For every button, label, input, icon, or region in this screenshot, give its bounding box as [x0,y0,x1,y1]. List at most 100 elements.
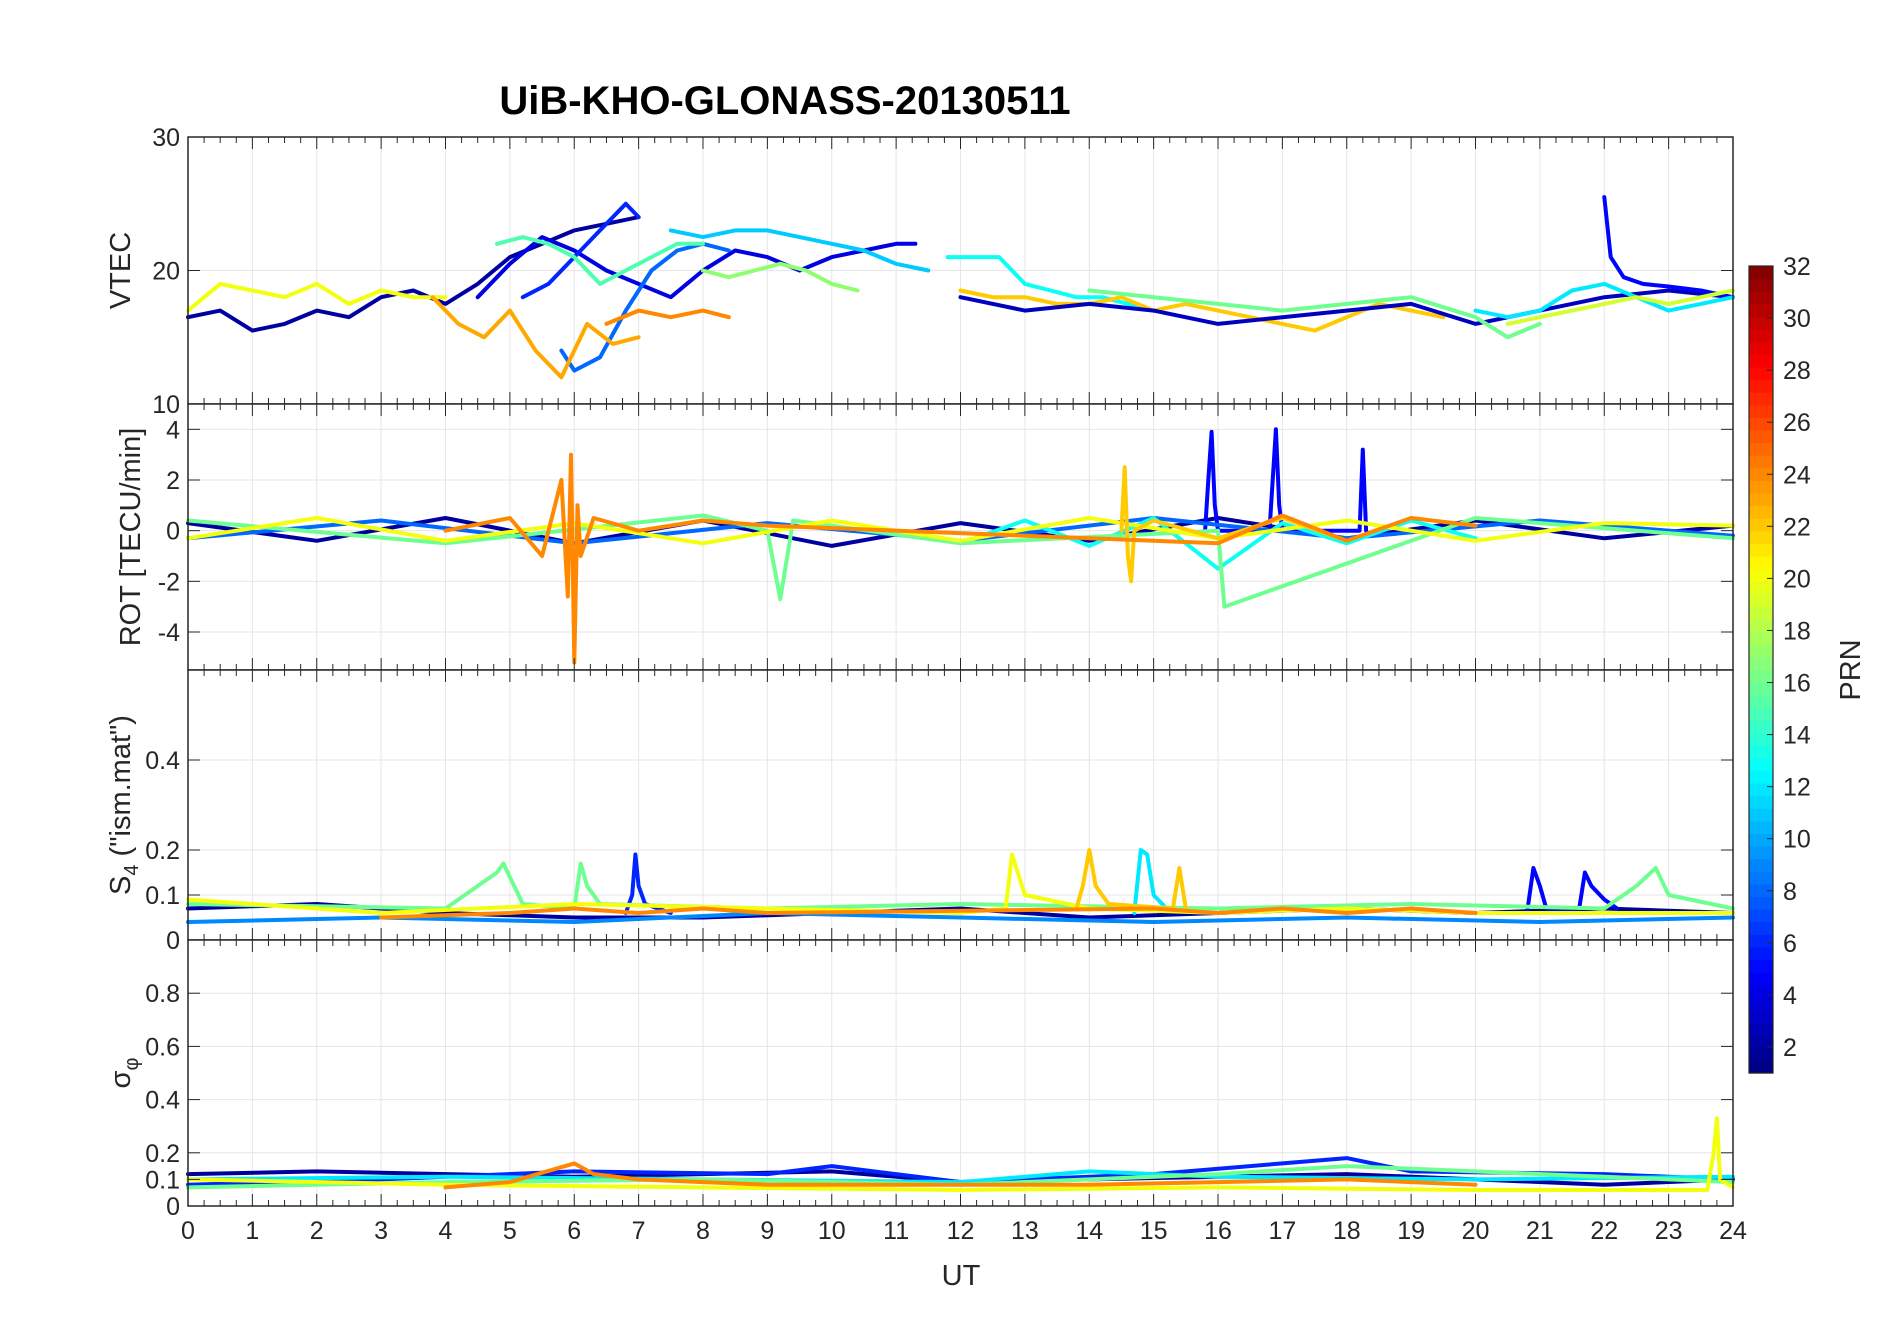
y-tick-label: -4 [158,619,180,647]
colorbar-tick-label: 28 [1783,357,1811,385]
y-ticks: -4 -2 0 2 4 [158,416,1733,647]
series-line-prn-5 [1602,195,1735,300]
colorbar-band [1749,429,1773,444]
colorbar-band [1749,997,1773,1011]
colorbar-band [1749,669,1773,683]
y-ticks: 00.10.2 0.4 0.6 0.8 [145,980,1733,1221]
colorbar-band [1749,1022,1773,1036]
x-tick-label: 14 [1075,1217,1103,1245]
colorbar-tick-label: 26 [1783,409,1811,437]
colorbar-band [1749,530,1773,545]
colorbar-band [1749,556,1773,570]
series-line-prn-24 [443,1161,1478,1190]
colorbar-tick-label: 24 [1783,461,1811,489]
y-tick-label: 0 [166,518,180,546]
colorbar-band [1749,505,1773,519]
colorbar-band [1749,984,1773,998]
colorbar-band [1749,782,1773,797]
series-line-prn-22 [1074,848,1188,911]
colorbar-tick-label: 32 [1783,253,1811,281]
x-tick-label: 8 [696,1217,710,1245]
colorbar-band [1749,846,1773,860]
colorbar-tick-label: 18 [1783,617,1811,645]
x-tick-label: 9 [760,1217,774,1245]
x-tick-label: 7 [632,1217,646,1245]
colorbar-band [1749,404,1773,418]
x-tick-label: 23 [1655,1217,1683,1245]
y-tick-label: 0.6 [145,1033,180,1061]
series-line-prn-11 [668,228,931,273]
series-line-prn-17 [701,261,860,293]
colorbar-band [1749,909,1773,923]
x-tick-label: 11 [883,1217,909,1245]
x-tick-label: 0 [181,1217,195,1245]
series-line-prn-12 [186,1169,1735,1185]
y-tick-label: 0.2 [145,1140,180,1168]
x-tick-label: 24 [1719,1217,1747,1245]
colorbar-band [1749,732,1773,746]
colorbar-band [1749,480,1773,494]
series-line-prn-16 [1087,288,1542,340]
y-tick-label: -2 [158,568,180,596]
series-line-prn-20 [186,281,448,313]
y-tick-label: 4 [166,416,180,444]
y-tick-label: 0.2 [145,837,180,865]
series-group [186,427,1735,665]
x-tick-label: 15 [1140,1217,1168,1245]
y-axis-label: S4 ("ism.mat") [105,715,143,895]
y-axis-label: ROT [TECU/min] [115,428,147,647]
y-tick-label: 0 [166,1193,180,1221]
y-axis-label-rest: ("ism.mat") [105,715,137,864]
colorbar-band [1749,354,1773,368]
colorbar-band [1749,921,1773,935]
colorbar-tick-label: 8 [1783,878,1797,906]
colorbar-band [1749,631,1773,645]
x-tick-label: 22 [1590,1217,1618,1245]
colorbar-band [1749,606,1773,620]
panel-rot: -4 -2 0 2 4 ROT [TECU/min] [115,403,1735,671]
y-axis-label-main: σ [105,1070,137,1088]
colorbar-band [1749,581,1773,595]
colorbar-band [1749,644,1773,658]
x-tick-label: 13 [1011,1217,1039,1245]
colorbar-band [1749,329,1773,343]
series-line-prn-6 [520,201,641,300]
colorbar-band [1749,871,1773,885]
series-line-prn-5 [1203,427,1369,533]
x-tick-label: 4 [439,1217,453,1245]
colorbar-band [1749,442,1773,456]
x-tick-label: 2 [310,1217,324,1245]
y-ticks: 10 20 30 [152,124,1733,419]
colorbar-band [1749,366,1773,381]
series-line-prn-2 [186,215,641,333]
colorbar-band [1749,518,1773,532]
y-axis-label-sub: 4 [121,865,143,876]
colorbar-tick-label: 14 [1783,722,1811,750]
y-tick-label: 2 [166,467,180,495]
series-line-prn-13 [945,255,1156,313]
colorbar-tick-label: 12 [1783,774,1811,802]
series-line-prn-12 [1473,281,1735,320]
y-axis-label: σφ [105,1058,143,1089]
y-tick-label: 0 [166,927,180,955]
panel-s4: 00.10.20.4S4 ("ism.mat") [105,669,1735,955]
y-tick-label: 0.4 [145,747,180,775]
colorbar-tick-label: 2 [1783,1034,1797,1062]
x-tick-label: 5 [503,1217,517,1245]
colorbar-tick-label: 20 [1783,565,1811,593]
colorbar-band [1749,1047,1773,1061]
colorbar-band [1749,467,1773,481]
y-tick-label: 0.8 [145,980,180,1008]
colorbar-band [1749,417,1773,431]
series-group [186,195,1735,380]
x-ticks [187,940,1734,1206]
colorbar-band [1749,757,1773,771]
colorbar-band [1749,303,1773,318]
colorbar-band [1749,694,1773,708]
x-ticks [187,137,1734,404]
series-line-prn-9 [186,911,1735,924]
colorbar-band [1749,568,1773,582]
series-line-prn-24 [379,906,1478,920]
